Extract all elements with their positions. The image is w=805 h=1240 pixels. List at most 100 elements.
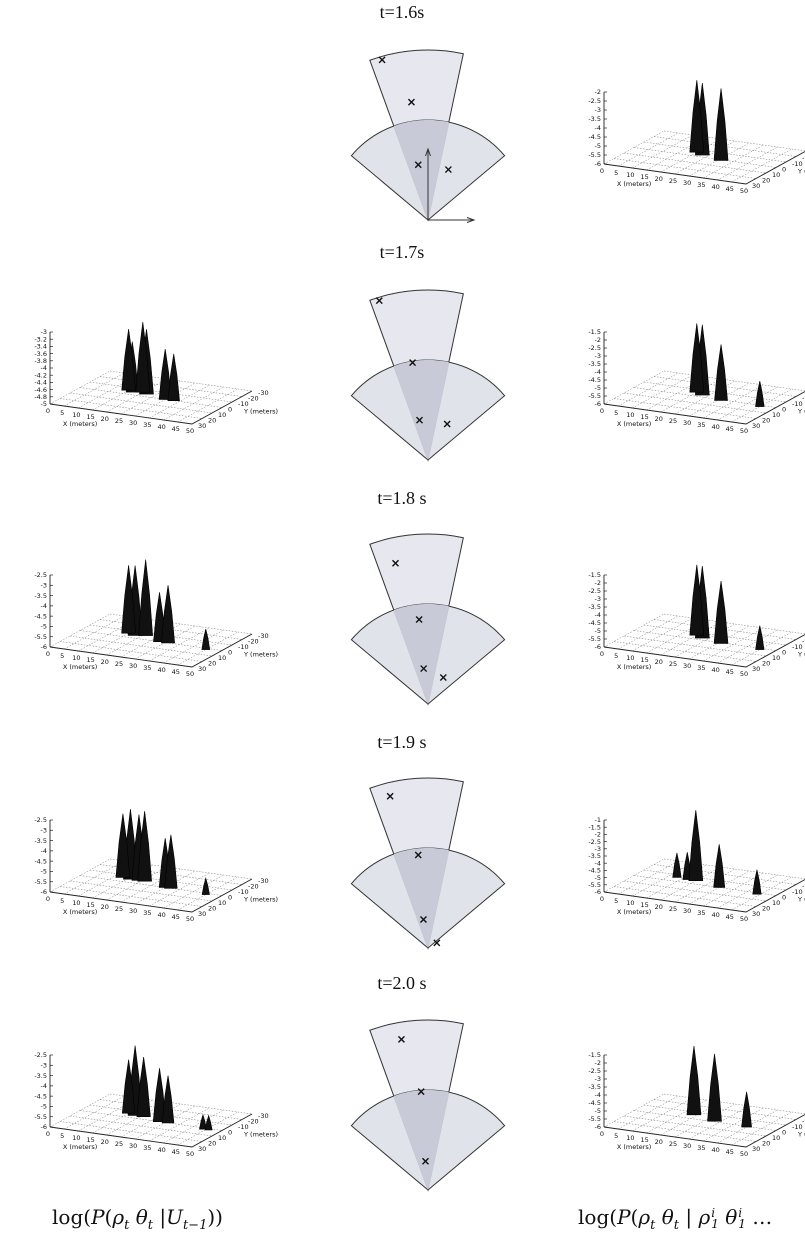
y-tick-label: 0 [782,649,786,657]
y-tick-label: 30 [752,665,760,673]
z-tick-label: -5 [595,1107,601,1115]
floor-frame [603,879,805,913]
x-tick-label: 10 [626,171,634,179]
x-tick-label: 15 [86,413,94,421]
x-tick-label: 15 [640,1136,648,1144]
x-tick-label: 15 [640,656,648,664]
beam-overlap [393,120,449,220]
y-tick-label: -20 [248,1118,259,1126]
z-tick-label: -1.5 [588,823,601,831]
y-tick-label: -20 [248,395,259,403]
x-tick-label: 50 [740,670,748,678]
probability-peak [167,353,180,401]
z-tick-label: -4.5 [588,376,601,384]
y-tick-label: -30 [258,632,269,640]
z-tick-label: -4.2 [34,371,47,379]
x-tick-label: 30 [129,662,137,670]
z-tick-label: -2.5 [588,344,601,352]
z-tick-label: -4.4 [34,379,47,387]
x-tick-label: 35 [697,1144,705,1152]
y-tick-label: -20 [802,638,805,646]
x-tick-label: 15 [640,173,648,181]
z-tick-label: -5 [41,868,47,876]
probability-peak [164,834,178,889]
z-tick-label: -6 [595,643,601,651]
sensor-fan-diagram [350,777,506,950]
y-tick-label: 20 [762,417,770,425]
y-tick-label: 10 [772,411,780,419]
x-tick-label: 40 [711,911,719,919]
floor-frame [49,633,253,668]
z-tick-label: -4.5 [588,867,601,875]
y-tick-label: 10 [772,171,780,179]
y-tick-label: -20 [802,1118,805,1126]
z-tick-label: -6 [595,160,601,168]
beam-overlap [393,360,449,460]
likelihood-surface-plot: -1.5-2-2.5-3-3.5-4-4.5-5-5.5-60 5 10 15 20 25… [588,323,805,435]
z-tick-label: -2.5 [588,587,601,595]
grid-line [64,372,125,407]
y-tick-label: 10 [218,654,226,662]
z-tick-label: -3 [41,826,47,834]
x-tick-label: 25 [115,905,123,913]
y-tick-label: -20 [802,155,805,163]
z-tick-label: -4 [41,1082,47,1090]
x-tick-label: 45 [172,1148,180,1156]
x-tick-label: 20 [101,415,109,423]
likelihood-surface-plot: -1.5-2-2.5-3-3.5-4-4.5-5-5.5-60 5 10 15 20 25… [588,1045,805,1158]
target-marker-icon [375,297,383,305]
x-tick-label: 0 [46,407,50,415]
x-tick-label: 10 [626,411,634,419]
y-tick-label: 20 [208,417,216,425]
x-tick-label: 25 [115,417,123,425]
z-tick-label: -4.5 [588,133,601,141]
grid-line [674,868,736,903]
y-tick-label: -20 [248,883,259,891]
probability-peak [741,1091,752,1128]
z-tick-label: -5 [41,623,47,631]
z-tick-label: -6 [41,888,47,896]
z-tick-label: -4 [595,859,601,867]
z-tick-label: -2 [595,336,601,344]
x-tick-label: 10 [72,411,80,419]
probability-peak [752,869,762,895]
x-tick-label: 10 [72,899,80,907]
y-tick-label: 10 [772,899,780,907]
y-tick-label: 10 [772,654,780,662]
y-tick-label: 20 [762,1140,770,1148]
target-marker-icon [386,792,394,800]
floor-frame [49,1113,253,1148]
x-tick-label: 25 [115,660,123,668]
x-tick-label: 30 [683,1142,691,1150]
x-tick-label: 20 [655,1138,663,1146]
x-axis-label: X (meters) [63,420,98,428]
y-tick-label: -20 [248,638,259,646]
z-tick-label: -6 [595,888,601,896]
z-tick-label: -3.5 [588,603,601,611]
x-axis-label: X (meters) [63,663,98,671]
grid-line [618,132,679,167]
x-tick-label: 50 [740,1150,748,1158]
z-tick-label: -3 [41,1061,47,1069]
floor-frame [603,391,805,425]
y-tick-label: -10 [792,643,803,651]
z-tick-label: -4.5 [34,857,47,865]
y-tick-label: 10 [772,1134,780,1142]
x-tick-label: 50 [186,670,194,678]
x-tick-label: 15 [640,901,648,909]
z-tick-label: -2.5 [588,1067,601,1075]
x-tick-label: 5 [60,652,64,660]
prior-surface-plot: -2.5-3-3.5-4-4.5-5-5.5-60 5 10 15 20 25 30 35 40… [34,809,278,923]
y-axis-label: Y (meters) [797,896,805,904]
target-marker-icon [414,851,422,859]
probability-peak [713,844,726,888]
x-tick-label: 45 [726,913,734,921]
x-axis-label: X (meters) [63,908,98,916]
grid-line [618,860,679,895]
probability-peak [115,813,131,878]
probability-peak [713,581,729,644]
z-tick-label: -4 [41,364,47,372]
z-tick-label: -3.5 [588,360,601,368]
x-tick-label: 30 [683,662,691,670]
x-tick-label: 45 [172,668,180,676]
